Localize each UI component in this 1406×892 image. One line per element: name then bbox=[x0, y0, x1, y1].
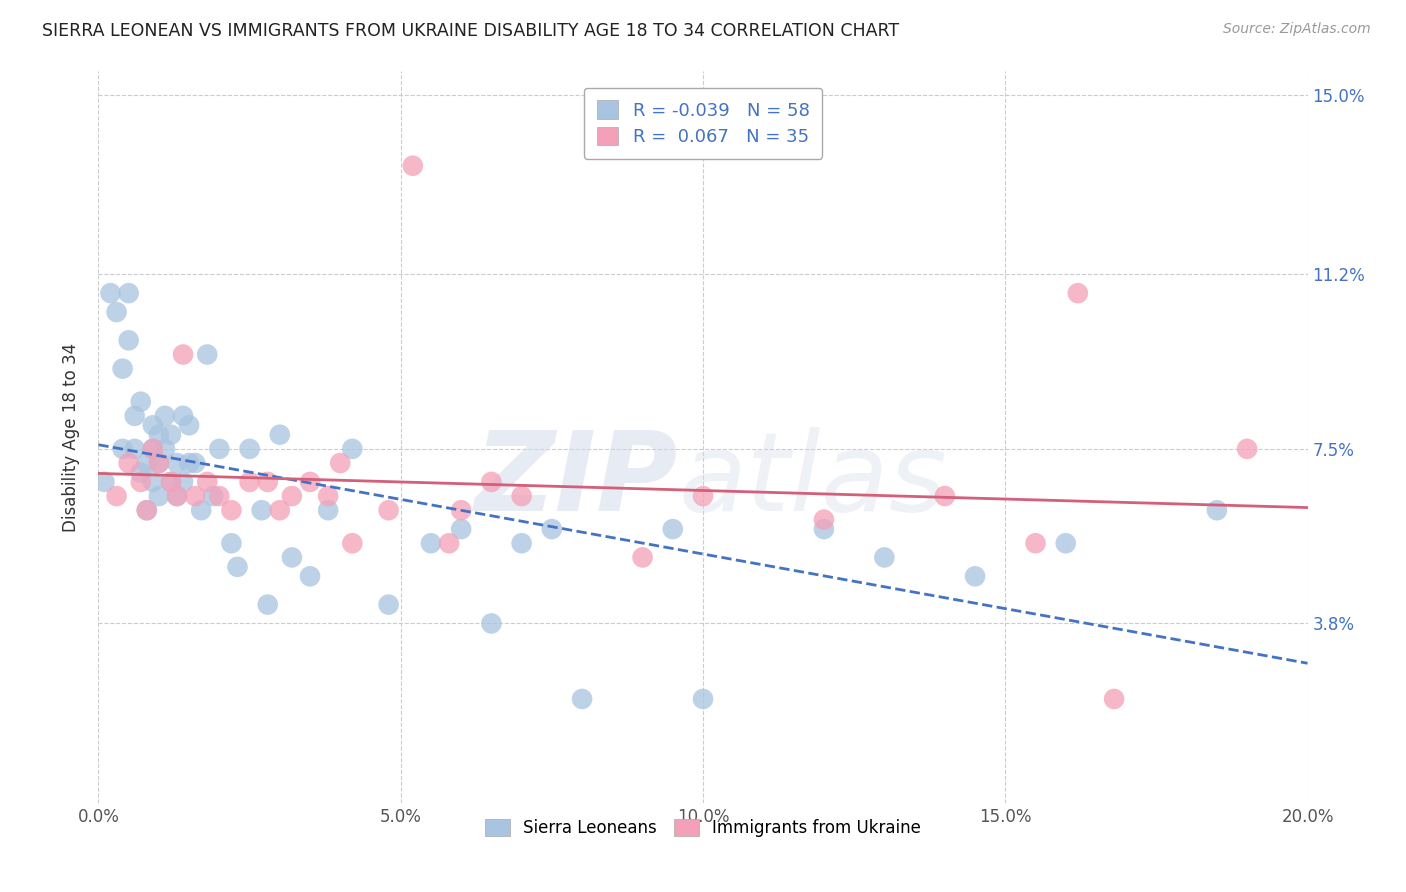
Point bbox=[124, 409, 146, 423]
Point bbox=[105, 489, 128, 503]
Point bbox=[148, 427, 170, 442]
Point bbox=[571, 692, 593, 706]
Point bbox=[692, 692, 714, 706]
Point bbox=[195, 475, 218, 489]
Point bbox=[377, 598, 399, 612]
Point bbox=[142, 418, 165, 433]
Point bbox=[153, 442, 176, 456]
Point bbox=[160, 427, 183, 442]
Point bbox=[316, 503, 339, 517]
Point bbox=[934, 489, 956, 503]
Point bbox=[190, 503, 212, 517]
Point bbox=[184, 456, 207, 470]
Point bbox=[299, 569, 322, 583]
Point bbox=[510, 536, 533, 550]
Point bbox=[129, 475, 152, 489]
Point bbox=[1024, 536, 1046, 550]
Point bbox=[100, 286, 122, 301]
Point bbox=[420, 536, 443, 550]
Point bbox=[129, 466, 152, 480]
Point bbox=[402, 159, 425, 173]
Point bbox=[124, 442, 146, 456]
Point bbox=[142, 442, 165, 456]
Point bbox=[160, 475, 183, 489]
Point bbox=[342, 442, 364, 456]
Point bbox=[129, 394, 152, 409]
Point bbox=[111, 361, 134, 376]
Point bbox=[692, 489, 714, 503]
Text: SIERRA LEONEAN VS IMMIGRANTS FROM UKRAINE DISABILITY AGE 18 TO 34 CORRELATION CH: SIERRA LEONEAN VS IMMIGRANTS FROM UKRAIN… bbox=[42, 22, 900, 40]
Point bbox=[118, 286, 141, 301]
Point bbox=[281, 489, 304, 503]
Point bbox=[166, 489, 188, 503]
Point bbox=[221, 503, 243, 517]
Point bbox=[153, 409, 176, 423]
Point bbox=[450, 503, 472, 517]
Point bbox=[111, 442, 134, 456]
Point bbox=[239, 475, 262, 489]
Point bbox=[329, 456, 352, 470]
Point bbox=[239, 442, 262, 456]
Point bbox=[269, 503, 291, 517]
Point bbox=[342, 536, 364, 550]
Point bbox=[250, 503, 273, 517]
Point bbox=[316, 489, 339, 503]
Point bbox=[179, 418, 201, 433]
Point bbox=[135, 503, 157, 517]
Point bbox=[208, 442, 231, 456]
Point bbox=[631, 550, 654, 565]
Point bbox=[299, 475, 322, 489]
Point bbox=[172, 347, 194, 361]
Point bbox=[202, 489, 225, 503]
Point bbox=[105, 305, 128, 319]
Point bbox=[256, 475, 278, 489]
Point bbox=[481, 475, 503, 489]
Point bbox=[813, 513, 835, 527]
Point bbox=[226, 559, 249, 574]
Point bbox=[873, 550, 896, 565]
Point bbox=[1236, 442, 1258, 456]
Point bbox=[221, 536, 243, 550]
Point bbox=[813, 522, 835, 536]
Legend: Sierra Leoneans, Immigrants from Ukraine: Sierra Leoneans, Immigrants from Ukraine bbox=[477, 811, 929, 846]
Point bbox=[269, 427, 291, 442]
Point bbox=[148, 456, 170, 470]
Point bbox=[118, 334, 141, 348]
Point bbox=[281, 550, 304, 565]
Point bbox=[172, 409, 194, 423]
Point bbox=[135, 503, 157, 517]
Point bbox=[172, 475, 194, 489]
Point bbox=[1206, 503, 1229, 517]
Point bbox=[148, 456, 170, 470]
Point bbox=[437, 536, 460, 550]
Point bbox=[661, 522, 683, 536]
Point bbox=[166, 456, 188, 470]
Point bbox=[179, 456, 201, 470]
Y-axis label: Disability Age 18 to 34: Disability Age 18 to 34 bbox=[62, 343, 80, 532]
Point bbox=[135, 456, 157, 470]
Point bbox=[377, 503, 399, 517]
Point bbox=[1054, 536, 1077, 550]
Point bbox=[142, 475, 165, 489]
Point bbox=[160, 475, 183, 489]
Point bbox=[1067, 286, 1090, 301]
Point bbox=[148, 489, 170, 503]
Point bbox=[195, 347, 218, 361]
Point bbox=[450, 522, 472, 536]
Point bbox=[184, 489, 207, 503]
Text: ZIP: ZIP bbox=[475, 427, 679, 534]
Point bbox=[540, 522, 562, 536]
Point bbox=[965, 569, 987, 583]
Point bbox=[256, 598, 278, 612]
Text: Source: ZipAtlas.com: Source: ZipAtlas.com bbox=[1223, 22, 1371, 37]
Point bbox=[118, 456, 141, 470]
Point bbox=[166, 489, 188, 503]
Point bbox=[510, 489, 533, 503]
Point bbox=[481, 616, 503, 631]
Point bbox=[208, 489, 231, 503]
Text: atlas: atlas bbox=[679, 427, 948, 534]
Point bbox=[142, 442, 165, 456]
Point bbox=[1102, 692, 1125, 706]
Point bbox=[93, 475, 115, 489]
